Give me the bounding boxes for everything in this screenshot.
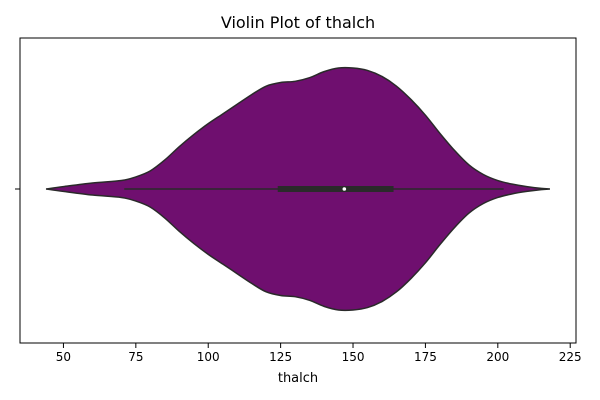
x-axis: 50 75 100 125 150 175 200 225 <box>56 343 582 364</box>
x-tick-label: 200 <box>486 350 509 364</box>
axes-frame <box>19 37 577 344</box>
violin-series <box>45 66 550 312</box>
x-tick-label: 50 <box>56 350 71 364</box>
x-tick-label: 75 <box>128 350 143 364</box>
x-tick-label: 225 <box>559 350 582 364</box>
chart-title: Violin Plot of thalch <box>221 13 375 32</box>
x-tick-label: 150 <box>342 350 365 364</box>
x-tick-label: 175 <box>414 350 437 364</box>
x-tick-label: 125 <box>269 350 292 364</box>
violin-median-marker <box>342 187 347 191</box>
violin-iqr-box <box>277 186 394 192</box>
x-tick-label: 100 <box>197 350 220 364</box>
x-axis-label: thalch <box>278 371 318 386</box>
